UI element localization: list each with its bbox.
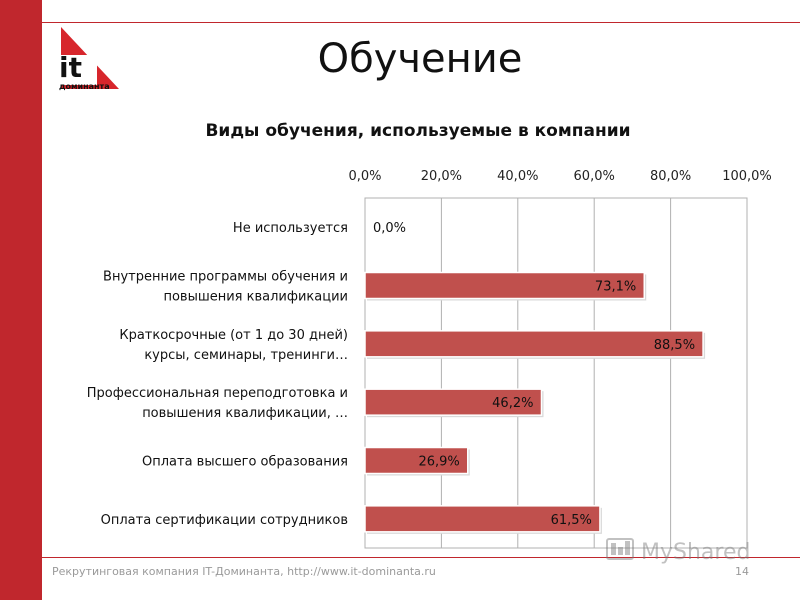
bar (364, 330, 704, 358)
category-label: повышения квалификации (163, 290, 348, 305)
bar-value-label: 46,2% (492, 396, 533, 411)
category-label: Краткосрочные (от 1 до 30 дней) (119, 328, 348, 343)
x-tick-label: 40,0% (497, 169, 538, 184)
watermark-logo: MyShared (606, 538, 750, 565)
company-logo: it доминанта (57, 27, 119, 91)
footer-text: Рекрутинговая компания IT-Доминанта, htt… (52, 565, 436, 578)
bar (364, 505, 601, 533)
page-number: 14 (735, 565, 749, 578)
category-label: Внутренние программы обучения и (103, 270, 348, 285)
x-tick-label: 20,0% (421, 169, 462, 184)
bar-value-label: 61,5% (551, 513, 592, 528)
left-accent-bar (0, 0, 42, 600)
watermark-text: MyShared (641, 540, 750, 565)
category-label: Профессиональная переподготовка и (87, 386, 348, 401)
category-label: повышения квалификации, … (142, 406, 348, 421)
top-divider (42, 22, 800, 23)
page-title: Обучение (317, 36, 523, 82)
plot-border (364, 197, 748, 549)
chart-title: Виды обучения, используемые в компании (205, 121, 630, 141)
bar-value-label: 0,0% (373, 221, 406, 236)
bar (364, 388, 543, 416)
category-label: Оплата сертификации сотрудников (101, 513, 348, 528)
logo-subtext: доминанта (59, 82, 110, 91)
bar-value-label: 26,9% (418, 455, 459, 470)
x-tick-label: 100,0% (722, 169, 772, 184)
bar (364, 271, 645, 300)
x-tick-label: 80,0% (650, 169, 691, 184)
category-label: Оплата высшего образования (142, 455, 348, 470)
x-tick-label: 60,0% (574, 169, 615, 184)
logo-text: it (59, 51, 82, 84)
bar-value-label: 73,1% (595, 280, 636, 295)
category-label: Не используется (233, 221, 348, 236)
x-tick-label: 0,0% (348, 169, 381, 184)
bottom-divider (42, 557, 800, 558)
bar (364, 446, 469, 475)
category-label: курсы, семинары, тренинги… (144, 348, 348, 363)
bar-value-label: 88,5% (654, 338, 695, 353)
